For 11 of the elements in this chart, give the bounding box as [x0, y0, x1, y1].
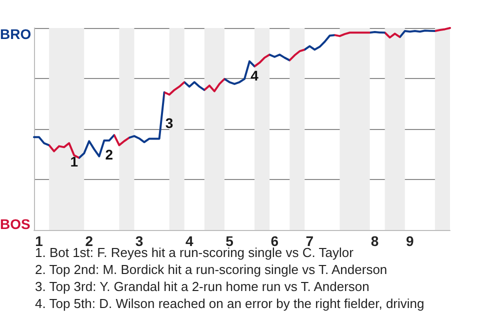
text: 3. Top 3rd: Y. Grandal hit a 2-run home run vs T. Anderson — [35, 279, 370, 294]
annotation: 3 — [165, 114, 174, 131]
text: 2. Top 2nd: M. Bordick hit a run-scoring single vs T. Anderson — [35, 262, 388, 277]
annotation: 2 — [105, 146, 114, 162]
x-tick-label: 9 — [406, 233, 414, 249]
annotation: 4 — [250, 67, 259, 84]
x-tick-label: 8 — [370, 233, 379, 249]
annotation: 1 — [70, 153, 78, 170]
text: BOS — [0, 216, 30, 232]
text: 4. Top 5th: D. Wilson reached on an error by the right fielder, driving — [35, 296, 424, 311]
text: BRO — [0, 26, 32, 42]
